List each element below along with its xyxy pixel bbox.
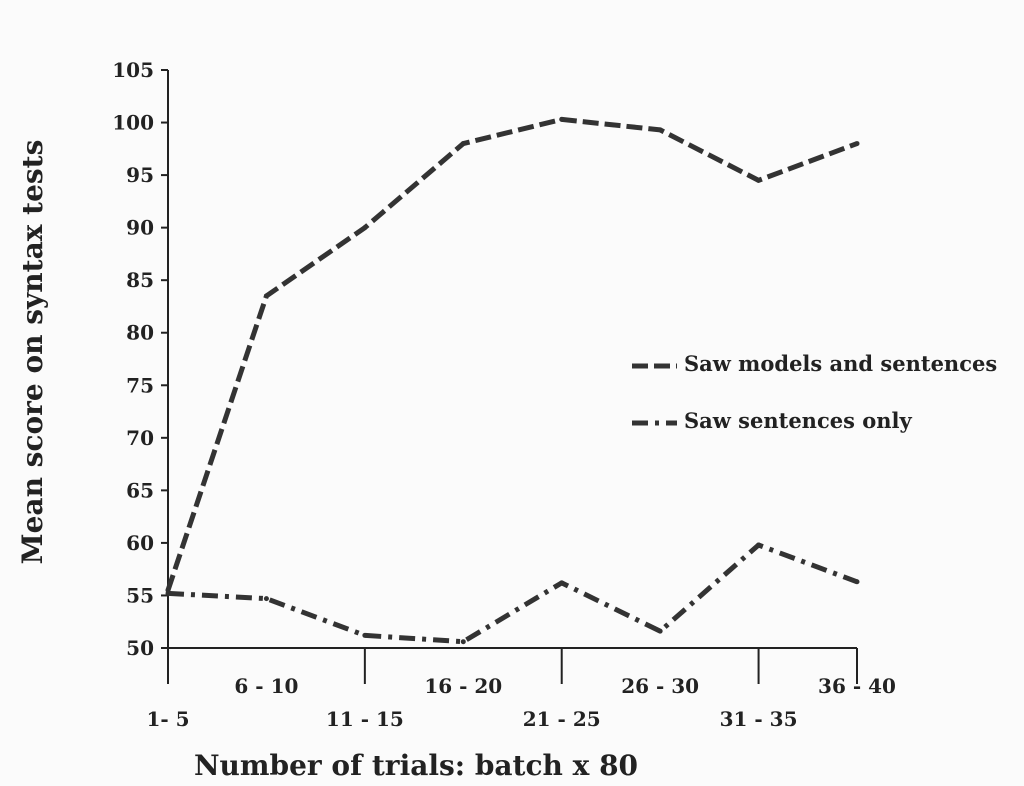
x-tick-label: 31 - 35 xyxy=(720,707,798,731)
data-point xyxy=(165,590,171,596)
x-tick-label: 11 - 15 xyxy=(326,707,404,731)
y-tick-label: 95 xyxy=(126,163,154,187)
series-line xyxy=(167,542,858,645)
data-point xyxy=(362,225,368,231)
data-point xyxy=(854,141,860,147)
data-point xyxy=(854,579,860,585)
series-layer xyxy=(165,116,860,645)
x-tick-label: 21 - 25 xyxy=(523,707,601,731)
x-tick-label: 36 - 40 xyxy=(818,674,896,698)
data-point xyxy=(263,293,269,299)
data-point xyxy=(756,542,762,548)
y-tick-label: 65 xyxy=(126,478,154,502)
y-tick-label: 70 xyxy=(126,426,154,450)
x-axis: 1- 5 6 - 10 11 - 15 16 - 20 21 - 25 26 - 30 31… xyxy=(146,647,896,731)
x-tick-label: 1- 5 xyxy=(146,707,189,731)
y-tick-label: 105 xyxy=(112,58,154,82)
y-tick-label: 50 xyxy=(126,636,154,660)
legend: Saw models and sentences Saw sentences on… xyxy=(632,351,997,433)
data-point xyxy=(756,177,762,183)
legend-label: Saw models and sentences xyxy=(684,351,997,376)
x-tick-label: 6 - 10 xyxy=(234,674,298,698)
y-tick-label: 100 xyxy=(112,111,154,135)
series-1 xyxy=(165,116,860,593)
y-tick-label: 90 xyxy=(126,216,154,240)
data-point xyxy=(559,116,565,122)
y-tick-label: 75 xyxy=(126,373,154,397)
x-tick-label: 26 - 30 xyxy=(621,674,699,698)
data-point xyxy=(263,596,269,602)
data-point xyxy=(460,141,466,147)
y-tick-label: 55 xyxy=(126,583,154,607)
y-tick-label: 80 xyxy=(126,321,154,345)
data-point xyxy=(362,632,368,638)
data-point xyxy=(657,127,663,133)
data-point xyxy=(460,639,466,645)
data-point xyxy=(657,628,663,634)
y-axis-title: Mean score on syntax tests xyxy=(16,140,49,565)
series-2 xyxy=(165,542,860,645)
x-axis-title: Number of trials: batch x 80 xyxy=(194,749,638,782)
data-point xyxy=(559,580,565,586)
y-axis: 50 55 60 65 70 75 80 85 90 95 100 105 xyxy=(112,58,169,660)
y-tick-label: 60 xyxy=(126,531,154,555)
y-tick-label: 85 xyxy=(126,268,154,292)
x-tick-label: 16 - 20 xyxy=(424,674,502,698)
legend-label: Saw sentences only xyxy=(684,408,912,433)
series-line xyxy=(165,116,858,591)
